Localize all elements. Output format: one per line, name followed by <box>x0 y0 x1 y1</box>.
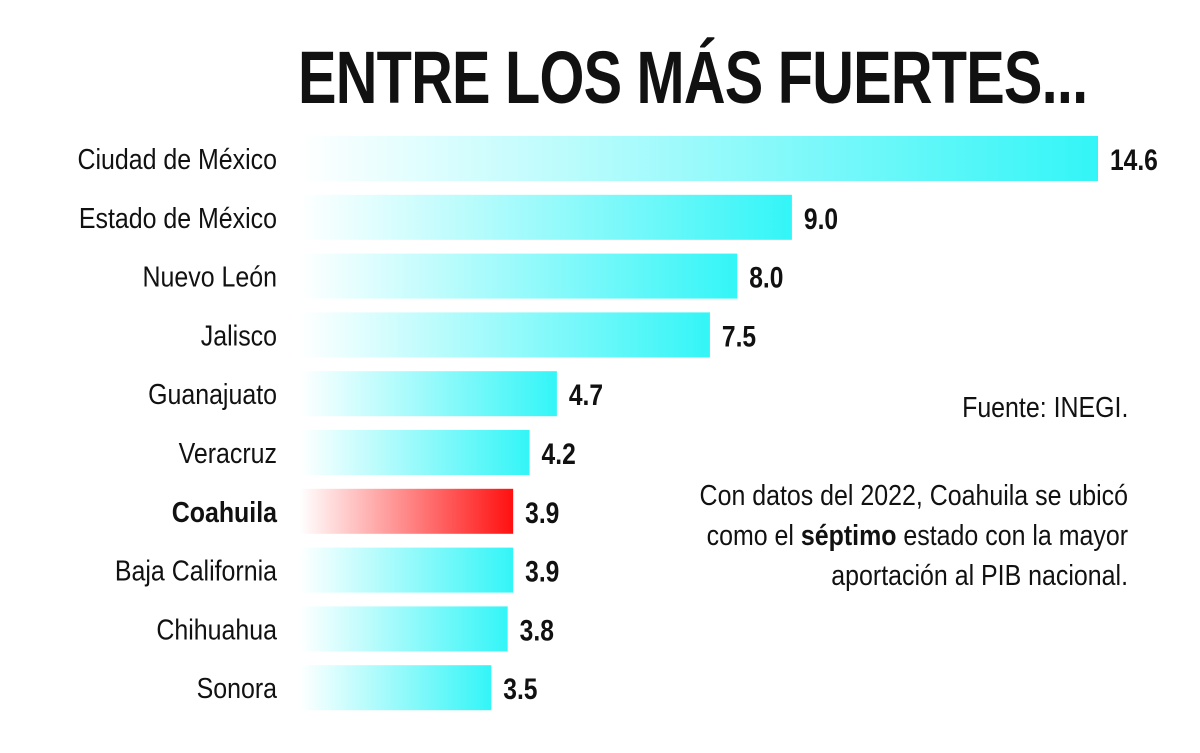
value-label: 7.5 <box>722 319 756 353</box>
category-label: Coahuila <box>172 496 278 528</box>
caption: Con datos del 2022, Coahuila se ubicó co… <box>681 476 1128 596</box>
category-label: Chihuahua <box>156 614 277 646</box>
bar-coahuila <box>300 488 514 534</box>
bar-nuevo-le-n <box>300 253 738 299</box>
value-label: 3.5 <box>503 672 537 706</box>
value-label: 3.9 <box>525 495 559 529</box>
bar-chihuahua <box>300 606 508 652</box>
value-label: 4.7 <box>569 378 603 412</box>
bar-ciudad-de-m-xico <box>300 136 1098 181</box>
caption-text-end: estado con la mayor aportación al PIB na… <box>831 520 1128 592</box>
category-label: Sonora <box>197 672 278 704</box>
category-label: Guanajuato <box>148 378 277 410</box>
value-label: 3.8 <box>520 613 554 647</box>
value-label: 4.2 <box>542 437 576 471</box>
category-label: Veracruz <box>179 437 277 469</box>
bar-guanajuato <box>300 371 557 417</box>
value-label: 8.0 <box>749 260 783 294</box>
category-label: Baja California <box>115 555 278 587</box>
category-label: Ciudad de México <box>77 143 277 175</box>
value-label: 9.0 <box>804 201 838 235</box>
value-label: 3.9 <box>525 554 559 588</box>
caption-bold: séptimo <box>800 520 897 552</box>
source-note: Fuente: INEGI. <box>961 392 1128 424</box>
value-label: 14.6 <box>1110 143 1158 177</box>
category-label: Estado de México <box>79 202 277 234</box>
bar-baja-california <box>300 547 514 593</box>
bar-veracruz <box>300 430 530 475</box>
bar-estado-de-m-xico <box>300 194 792 240</box>
caption-text: Con datos del 2022, Coahuila se ubicó co… <box>699 480 1128 552</box>
bar-jalisco <box>300 312 710 358</box>
category-label: Nuevo León <box>143 261 277 293</box>
bar-sonora <box>300 665 492 711</box>
category-label: Jalisco <box>201 320 277 352</box>
